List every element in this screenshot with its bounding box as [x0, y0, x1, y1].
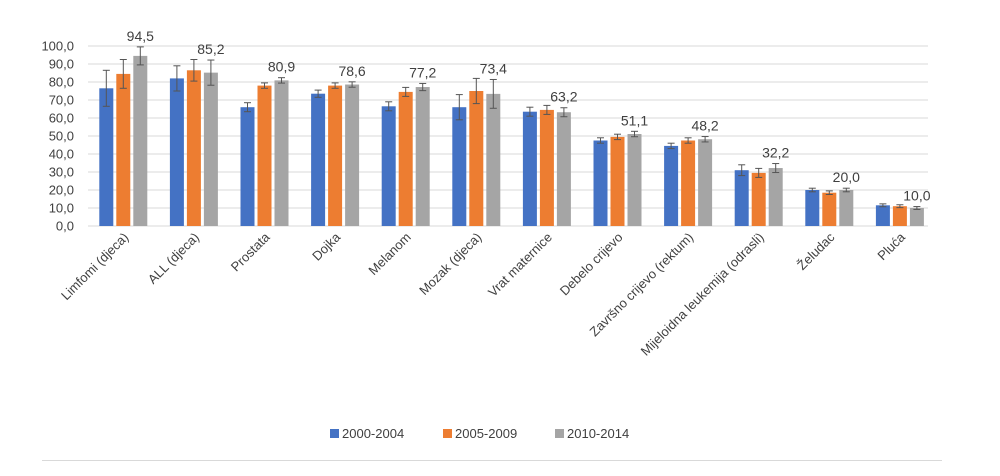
data-labels: 94,5 85,2 80,9 78,6 77,2 73,4 63,2 51,1 48,2 32,2…	[127, 28, 931, 204]
data-label: 63,2	[550, 89, 577, 105]
bar	[734, 170, 749, 226]
legend-entry: 2010-2014	[567, 426, 629, 441]
data-label: 85,2	[197, 41, 224, 57]
y-tick-label: 30,0	[49, 165, 74, 180]
bar	[610, 136, 625, 226]
bar	[664, 145, 679, 226]
bar	[875, 205, 890, 226]
bar	[257, 85, 272, 226]
y-tick-label: 100,0	[41, 39, 74, 54]
bar	[240, 107, 255, 226]
bar	[452, 107, 467, 226]
y-tick-label: 70,0	[49, 93, 74, 108]
x-tick-label: Limfomi (djeca)	[58, 230, 131, 303]
x-tick-label: Vrat maternice	[485, 230, 555, 300]
bar	[469, 91, 484, 226]
bar	[116, 73, 131, 227]
bar	[486, 93, 501, 226]
x-tick-label: Melanom	[365, 230, 413, 278]
bar	[328, 85, 343, 226]
y-tick-label: 90,0	[49, 57, 74, 72]
x-tick-label: Prostata	[228, 229, 273, 274]
data-label: 48,2	[691, 118, 718, 134]
legend-swatch	[443, 429, 452, 438]
bar	[681, 140, 696, 226]
legend-entry: 2000-2004	[342, 426, 404, 441]
y-tick-label: 50,0	[49, 129, 74, 144]
x-axis-tick-labels: Limfomi (djeca) ALL (djeca) Prostata Dojka M…	[58, 229, 909, 359]
x-tick-label: Mozak (djeca)	[416, 230, 484, 298]
x-tick-label: Mijeloidna leukemija (odrasli)	[638, 230, 767, 359]
bar	[169, 78, 184, 227]
bar	[203, 72, 218, 226]
bar	[805, 190, 820, 226]
error-bars	[102, 46, 921, 210]
bar	[892, 206, 907, 226]
data-label: 78,6	[338, 63, 365, 79]
bar	[415, 87, 430, 226]
bar	[751, 172, 766, 226]
y-tick-label: 60,0	[49, 111, 74, 126]
bar	[627, 134, 642, 226]
bar	[345, 84, 360, 227]
bar	[99, 88, 114, 226]
bar	[768, 168, 783, 226]
bar	[822, 192, 837, 226]
x-tick-label: Pluća	[874, 229, 908, 263]
bars	[99, 55, 924, 227]
bar	[186, 70, 201, 226]
y-tick-label: 10,0	[49, 201, 74, 216]
bar	[909, 208, 924, 226]
bar	[556, 112, 571, 226]
legend-swatch	[555, 429, 564, 438]
bar	[398, 91, 413, 227]
legend: 2000-2004 2005-2009 2010-2014	[330, 426, 629, 441]
bar	[274, 80, 289, 226]
bottom-divider	[42, 460, 942, 461]
x-tick-label: ALL (djeca)	[145, 230, 202, 287]
bar	[698, 139, 713, 226]
y-tick-label: 80,0	[49, 75, 74, 90]
legend-entry: 2005-2009	[455, 426, 517, 441]
bar	[522, 111, 537, 226]
y-tick-label: 0,0	[56, 219, 74, 234]
data-label: 80,9	[268, 59, 295, 75]
data-label: 94,5	[127, 28, 154, 44]
x-tick-label: Želudac	[794, 229, 838, 273]
x-tick-label: Debelo crijevo	[557, 230, 626, 299]
y-tick-label: 40,0	[49, 147, 74, 162]
data-label: 73,4	[480, 60, 507, 76]
y-axis-tick-labels: 0,0 10,0 20,0 30,0 40,0 50,0 60,0 70,0 80,0 90,0 1…	[41, 39, 74, 234]
bar	[539, 109, 554, 226]
bar	[839, 190, 854, 226]
data-label: 32,2	[762, 145, 789, 161]
data-label: 20,0	[833, 169, 860, 185]
data-label: 10,0	[903, 188, 930, 204]
gridlines	[88, 45, 928, 227]
bar	[381, 106, 396, 226]
y-tick-label: 20,0	[49, 183, 74, 198]
data-label: 51,1	[621, 112, 648, 128]
x-tick-label: Dojka	[309, 229, 344, 264]
bar	[593, 140, 608, 226]
legend-swatch	[330, 429, 339, 438]
bar	[133, 55, 148, 227]
data-label: 77,2	[409, 64, 436, 80]
bar	[311, 93, 326, 226]
